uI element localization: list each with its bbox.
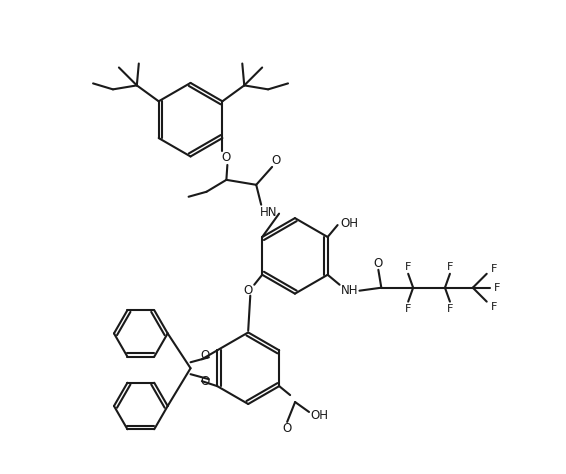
Text: F: F	[491, 264, 497, 274]
Text: O: O	[200, 374, 209, 388]
Text: NH: NH	[341, 284, 358, 297]
Text: O: O	[244, 284, 253, 297]
Text: HN: HN	[260, 206, 278, 219]
Text: O: O	[282, 422, 292, 435]
Text: O: O	[222, 152, 231, 164]
Text: O: O	[272, 155, 281, 167]
Text: O: O	[374, 257, 383, 270]
Text: F: F	[405, 262, 411, 272]
Text: O: O	[200, 349, 209, 362]
Text: F: F	[405, 303, 411, 314]
Text: F: F	[447, 262, 453, 272]
Text: F: F	[494, 283, 500, 293]
Text: F: F	[491, 301, 497, 311]
Text: F: F	[447, 303, 453, 314]
Text: OH: OH	[341, 217, 358, 229]
Text: OH: OH	[310, 410, 328, 422]
